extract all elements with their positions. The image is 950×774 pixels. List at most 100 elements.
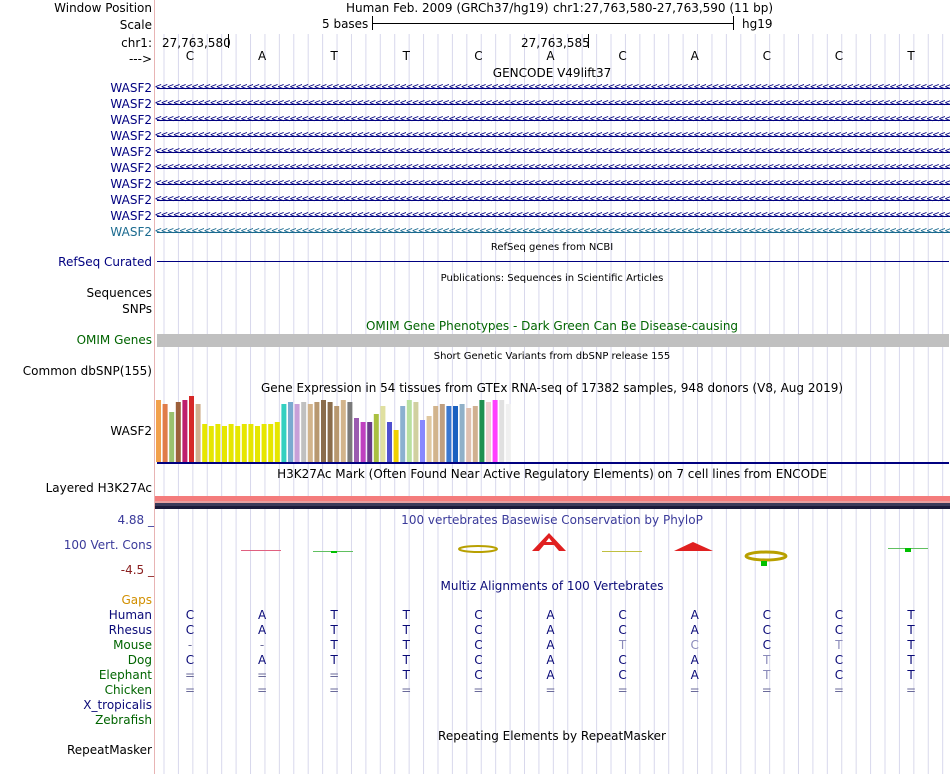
species-label[interactable]: Rhesus <box>108 623 152 637</box>
gtex-tissue-bar[interactable] <box>189 396 194 462</box>
gtex-bar-graph[interactable] <box>155 396 555 462</box>
gencode-transcript-line[interactable]: <<<<<<<<<<<<<<<<<<<<<<<<<<<<<<<<<<<<<<<<… <box>155 225 950 239</box>
gtex-tissue-bar[interactable] <box>182 400 188 462</box>
gtex-tissue-bar[interactable] <box>321 400 326 462</box>
publications-track-title[interactable]: Publications: Sequences in Scientific Ar… <box>440 273 664 284</box>
gtex-tissue-bar[interactable] <box>268 424 274 462</box>
gtex-tissue-bar[interactable] <box>281 404 287 462</box>
species-label[interactable]: X_tropicalis <box>83 698 152 712</box>
gencode-transcript-line[interactable]: <<<<<<<<<<<<<<<<<<<<<<<<<<<<<<<<<<<<<<<<… <box>155 209 950 223</box>
omim-track-title[interactable]: OMIM Gene Phenotypes - Dark Green Can Be… <box>365 319 739 333</box>
snps-label[interactable]: SNPs <box>122 302 152 316</box>
gencode-transcript-label[interactable]: WASF2 <box>110 177 152 191</box>
gencode-transcript-line[interactable]: <<<<<<<<<<<<<<<<<<<<<<<<<<<<<<<<<<<<<<<<… <box>155 145 950 159</box>
species-label[interactable]: Zebrafish <box>95 713 152 727</box>
h3k27ac-label[interactable]: Layered H3K27Ac <box>45 481 152 495</box>
gtex-tissue-bar[interactable] <box>195 404 201 462</box>
h3k27ac-signal[interactable] <box>155 496 950 510</box>
gtex-tissue-bar[interactable] <box>294 404 300 462</box>
gtex-tissue-bar[interactable] <box>486 402 491 462</box>
gtex-tissue-bar[interactable] <box>439 404 445 462</box>
repeatmasker-label[interactable]: RepeatMasker <box>66 743 152 757</box>
phylop-track-title[interactable]: 100 vertebrates Basewise Conservation by… <box>401 513 703 527</box>
gtex-tissue-bar[interactable] <box>360 422 366 462</box>
gtex-tissue-bar[interactable] <box>208 426 214 462</box>
gtex-tissue-bar[interactable] <box>466 408 472 462</box>
gtex-tissue-bar[interactable] <box>222 426 227 462</box>
gencode-transcript-line[interactable]: <<<<<<<<<<<<<<<<<<<<<<<<<<<<<<<<<<<<<<<<… <box>155 113 950 127</box>
omim-label[interactable]: OMIM Genes <box>76 333 152 347</box>
gtex-tissue-bar[interactable] <box>334 406 340 462</box>
species-label[interactable]: Dog <box>127 653 152 667</box>
gencode-transcript-label[interactable]: WASF2 <box>110 209 152 223</box>
gtex-tissue-bar[interactable] <box>314 402 320 462</box>
gtex-tissue-bar[interactable] <box>347 402 353 462</box>
sequences-label[interactable]: Sequences <box>86 286 152 300</box>
gtex-tissue-bar[interactable] <box>479 400 485 462</box>
gtex-tissue-bar[interactable] <box>400 406 406 462</box>
gtex-tissue-bar[interactable] <box>215 424 221 462</box>
gencode-transcript-line[interactable]: <<<<<<<<<<<<<<<<<<<<<<<<<<<<<<<<<<<<<<<<… <box>155 129 950 143</box>
dbsnp-track-title[interactable]: Short Genetic Variants from dbSNP releas… <box>433 351 671 362</box>
gtex-tissue-bar[interactable] <box>162 404 168 462</box>
gtex-tissue-bar[interactable] <box>169 412 175 462</box>
gtex-tissue-bar[interactable] <box>261 424 267 462</box>
gtex-tissue-bar[interactable] <box>387 422 392 462</box>
dbsnp-label[interactable]: Common dbSNP(155) <box>22 364 152 378</box>
gtex-tissue-bar[interactable] <box>301 402 307 462</box>
gtex-tissue-bar[interactable] <box>453 406 458 462</box>
gtex-tissue-bar[interactable] <box>248 424 254 462</box>
refseq-label[interactable]: RefSeq Curated <box>58 255 152 269</box>
gtex-tissue-bar[interactable] <box>472 406 478 462</box>
gencode-transcript-label[interactable]: WASF2 <box>110 225 152 239</box>
species-label[interactable]: Mouse <box>113 638 152 652</box>
gtex-tissue-bar[interactable] <box>156 400 161 462</box>
gtex-label[interactable]: WASF2 <box>110 424 152 438</box>
multiz-track-title[interactable]: Multiz Alignments of 100 Vertebrates <box>440 579 664 593</box>
gtex-tissue-bar[interactable] <box>340 400 346 462</box>
phylop-label[interactable]: 100 Vert. Cons <box>63 538 152 552</box>
gtex-tissue-bar[interactable] <box>288 402 293 462</box>
gtex-tissue-bar[interactable] <box>505 404 511 462</box>
gtex-tissue-bar[interactable] <box>499 400 505 462</box>
gtex-tissue-bar[interactable] <box>492 400 498 462</box>
gtex-tissue-bar[interactable] <box>433 406 439 462</box>
gtex-tissue-bar[interactable] <box>307 404 313 462</box>
gtex-tissue-bar[interactable] <box>228 424 234 462</box>
gencode-transcript-line[interactable]: <<<<<<<<<<<<<<<<<<<<<<<<<<<<<<<<<<<<<<<<… <box>155 97 950 111</box>
species-label[interactable]: Human <box>108 608 152 622</box>
gencode-transcript-line[interactable]: <<<<<<<<<<<<<<<<<<<<<<<<<<<<<<<<<<<<<<<<… <box>155 161 950 175</box>
gtex-tissue-bar[interactable] <box>327 402 333 462</box>
gencode-transcript-label[interactable]: WASF2 <box>110 129 152 143</box>
gtex-tissue-bar[interactable] <box>241 424 247 462</box>
gtex-tissue-bar[interactable] <box>255 426 260 462</box>
gtex-tissue-bar[interactable] <box>367 422 373 462</box>
gaps-label[interactable]: Gaps <box>121 593 152 607</box>
gtex-gene-line[interactable] <box>157 462 949 464</box>
gencode-transcript-label[interactable]: WASF2 <box>110 97 152 111</box>
gencode-transcript-label[interactable]: WASF2 <box>110 113 152 127</box>
gtex-tissue-bar[interactable] <box>393 430 399 462</box>
gtex-tissue-bar[interactable] <box>202 424 208 462</box>
gencode-transcript-label[interactable]: WASF2 <box>110 161 152 175</box>
gencode-transcript-label[interactable]: WASF2 <box>110 81 152 95</box>
gencode-transcript-label[interactable]: WASF2 <box>110 193 152 207</box>
species-label[interactable]: Elephant <box>98 668 152 682</box>
species-label[interactable]: Chicken <box>104 683 152 697</box>
gencode-track-title[interactable]: GENCODE V49lift37 <box>492 66 612 80</box>
gtex-tissue-bar[interactable] <box>354 418 359 462</box>
refseq-track-title[interactable]: RefSeq genes from NCBI <box>490 242 614 253</box>
refseq-gene-line[interactable] <box>157 261 949 262</box>
gtex-tissue-bar[interactable] <box>235 426 241 462</box>
gtex-tissue-bar[interactable] <box>406 400 412 462</box>
gtex-tissue-bar[interactable] <box>373 414 379 462</box>
gencode-transcript-line[interactable]: <<<<<<<<<<<<<<<<<<<<<<<<<<<<<<<<<<<<<<<<… <box>155 193 950 207</box>
gtex-tissue-bar[interactable] <box>446 406 452 462</box>
h3k27ac-track-title[interactable]: H3K27Ac Mark (Often Found Near Active Re… <box>277 467 827 481</box>
repeatmasker-track-title[interactable]: Repeating Elements by RepeatMasker <box>438 729 666 743</box>
gtex-tissue-bar[interactable] <box>274 422 280 462</box>
gtex-track-title[interactable]: Gene Expression in 54 tissues from GTEx … <box>260 381 844 395</box>
gtex-tissue-bar[interactable] <box>426 416 432 462</box>
gencode-transcript-line[interactable]: <<<<<<<<<<<<<<<<<<<<<<<<<<<<<<<<<<<<<<<<… <box>155 177 950 191</box>
gtex-tissue-bar[interactable] <box>380 406 386 462</box>
